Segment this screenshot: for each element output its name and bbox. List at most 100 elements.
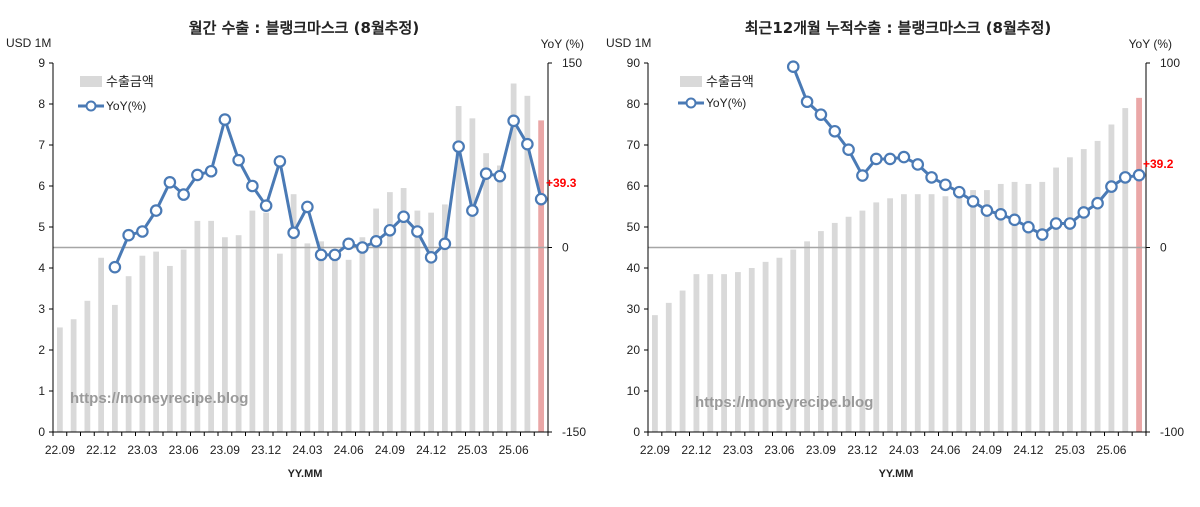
y-tick-label: 4 [38,261,45,275]
yoy-point [493,169,507,183]
export-bar [400,188,407,432]
watermark: https://moneyrecipe.blog [70,390,248,407]
export-bar [483,153,490,432]
legend-bar-swatch [80,76,102,87]
yoy-point [897,150,911,164]
yoy-point [163,176,177,189]
legend-bar-label: 수출금액 [106,75,154,90]
export-bar [56,327,63,432]
x-tick-label: 24.03 [889,443,919,457]
export-bar [1080,149,1087,432]
y2-tick-label: 100 [1160,56,1180,70]
yoy-point [869,152,883,166]
yoy-point [466,204,479,217]
export-bar [235,235,242,432]
x-ticks: 22.09 22.12 23.03 23.06 23.09 23.12 24.03 24.06… [45,443,529,457]
yoy-point [521,137,534,151]
export-bar [428,212,435,432]
export-bar [804,241,810,432]
yoy-point [108,260,122,274]
export-bar [194,220,201,432]
yoy-point [411,225,424,238]
right-axis-unit: YoY (%) [541,37,584,51]
y-tick-label: 0 [633,425,640,439]
export-bar [942,196,949,432]
yoy-point [800,95,814,109]
yoy-point [342,237,355,251]
y-tick-label: 0 [38,425,45,439]
export-bar [707,274,714,432]
export-bar [538,120,545,433]
yoy-point [828,124,842,138]
yoy-point [1022,220,1035,234]
yoy-point [966,195,980,208]
x-tick-label: 22.12 [86,443,116,457]
export-bar [873,202,880,432]
export-bar [818,231,824,432]
y2-tick-label: -100 [1160,425,1184,439]
x-tick-label: 25.03 [1055,443,1085,457]
yoy-point [1091,196,1104,210]
yoy-point [191,168,204,182]
yoy-points [108,113,548,274]
right-y-ticks: -100 0 100 [1146,56,1184,439]
export-bar [331,255,338,432]
x-tick-label: 23.03 [723,443,753,457]
y-tick-label: 10 [627,384,641,398]
x-tick-label: 22.09 [640,443,670,457]
export-bar [139,255,146,432]
yoy-point [980,204,994,217]
left-y-ticks: 0 10 20 30 40 50 60 70 80 90 [627,56,648,439]
export-bar [441,204,448,432]
yoy-point [328,248,342,262]
export-bar [469,118,476,432]
x-tick-label: 24.12 [416,443,446,457]
y-tick-label: 5 [38,220,45,234]
monthly-export-chart: 월간 수출 : 블랭크마스크 (8월추정) USD 1M YoY (%) 0 1 2… [6,19,586,480]
y-tick-label: 30 [627,302,641,316]
y-tick-label: 9 [38,56,45,70]
x-tick-label: 23.03 [127,443,157,457]
export-bar [496,165,503,432]
right-axis-unit: YoY (%) [1129,37,1172,51]
legend: 수출금액 YoY(%) [78,75,154,113]
export-bar [984,190,990,432]
yoy-point [232,153,245,167]
yoy-point [177,188,190,201]
export-bar [386,192,393,432]
y2-tick-label: 150 [562,56,582,70]
export-bar [1136,97,1142,432]
yoy-point [218,113,232,126]
export-bar [956,194,963,432]
export-bar [693,274,700,432]
yoy-point [356,241,369,254]
export-bar [125,276,132,432]
export-bar [997,183,1004,432]
bar-series [56,83,545,433]
export-bar [153,251,160,432]
yoy-point [204,164,218,178]
y-tick-label: 1 [38,384,45,398]
x-tick-label: 22.12 [681,443,711,457]
yoy-point [1008,213,1021,227]
export-bar [84,300,91,432]
yoy-points [786,60,1146,241]
export-bar [70,319,77,432]
yoy-point [883,152,897,166]
x-tick-label: 24.06 [334,443,364,457]
x-tick-label: 25.03 [457,443,487,457]
left-y-ticks: 0 1 2 3 4 5 6 7 8 9 [38,56,53,439]
export-bar [679,290,686,432]
y-tick-label: 80 [627,97,641,111]
x-tick-label: 24.03 [292,443,322,457]
x-tick-label: 24.09 [375,443,405,457]
x-tick-label: 25.06 [499,443,529,457]
yoy-point [925,171,938,184]
export-bar [1011,181,1018,432]
legend-line-marker [685,97,697,109]
yoy-point [786,60,800,73]
chart-title: 월간 수출 : 블랭크마스크 (8월추정) [189,19,419,37]
yoy-point [814,108,828,121]
export-bar [901,194,907,432]
